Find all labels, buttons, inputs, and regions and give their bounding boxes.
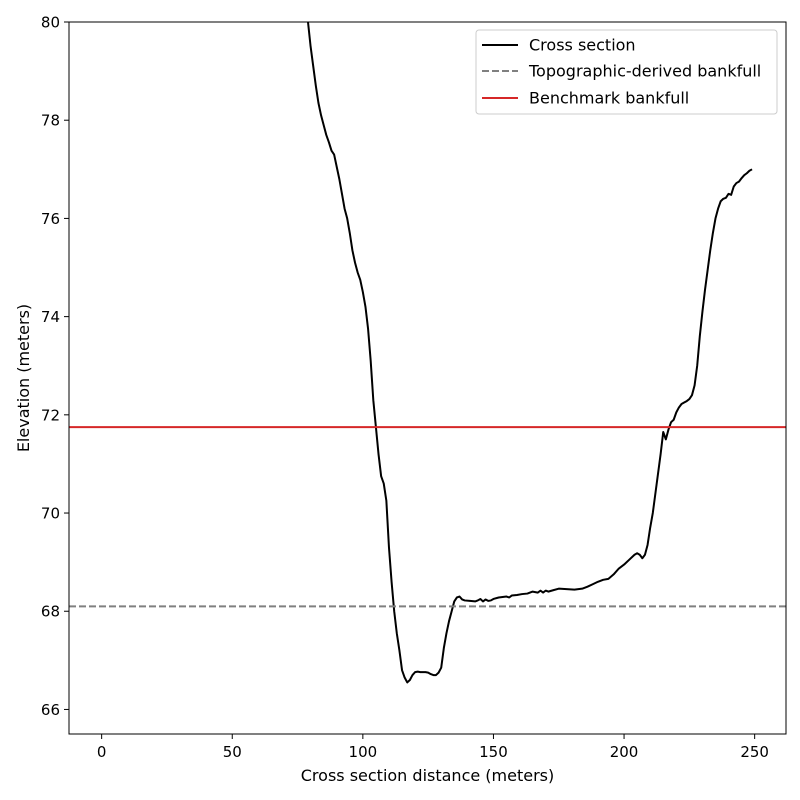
- x-tick-label: 250: [740, 743, 769, 761]
- legend: Cross section Topographic-derived bankfu…: [475, 29, 778, 115]
- legend-label-cross-section: Cross section: [529, 36, 636, 55]
- y-tick-label: 68: [41, 603, 60, 621]
- plot-background: [69, 22, 786, 734]
- legend-box: [475, 29, 778, 115]
- x-tick-label: 50: [223, 743, 242, 761]
- x-tick-label: 150: [479, 743, 508, 761]
- y-axis-title: Elevation (meters): [14, 304, 33, 452]
- x-axis-title: Cross section distance (meters): [301, 766, 554, 785]
- x-axis-ticks: 0 50 100 150 200 250: [97, 734, 769, 761]
- y-axis-ticks: 66 68 70 72 74 76 78 80: [41, 14, 69, 719]
- x-tick-label: 100: [349, 743, 378, 761]
- x-tick-label: 0: [97, 743, 107, 761]
- y-tick-label: 72: [41, 406, 60, 424]
- y-tick-label: 70: [41, 505, 60, 523]
- cross-section-line: [307, 22, 753, 684]
- y-tick-label: 80: [41, 14, 60, 32]
- legend-label-topographic-bankfull: Topographic-derived bankfull: [528, 62, 761, 81]
- x-tick-label: 200: [610, 743, 639, 761]
- series-layer: [69, 22, 786, 684]
- y-tick-label: 74: [41, 308, 60, 326]
- legend-label-benchmark-bankfull: Benchmark bankfull: [529, 89, 689, 108]
- plot-frame: [68, 21, 787, 735]
- y-tick-label: 66: [41, 701, 60, 719]
- y-tick-label: 76: [41, 210, 60, 228]
- y-tick-label: 78: [41, 112, 60, 130]
